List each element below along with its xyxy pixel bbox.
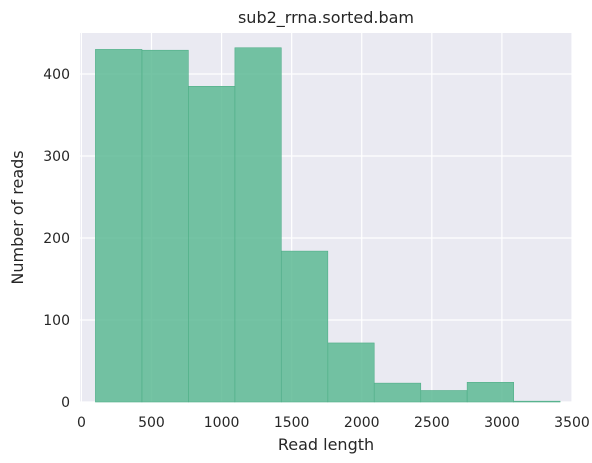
histogram-bar	[373, 382, 422, 403]
histogram-bar	[141, 49, 189, 403]
x-tick-label: 1000	[204, 415, 240, 431]
y-tick-labels: 0 100 200 300 400	[43, 67, 70, 411]
histogram-bar	[95, 49, 143, 403]
y-tick-label: 300	[43, 149, 70, 165]
x-tick-labels: 0 500 1000 1500 2000 2500 3000 3500	[77, 415, 590, 431]
y-tick-label: 200	[43, 231, 70, 247]
x-tick-label: 3500	[554, 415, 590, 431]
histogram-bar	[280, 250, 329, 403]
histogram-bar	[234, 47, 282, 403]
histogram-bar	[513, 400, 561, 403]
x-tick-label: 1500	[274, 415, 310, 431]
x-tick-label: 3000	[484, 415, 520, 431]
x-axis-label: Read length	[278, 435, 374, 454]
y-tick-label: 100	[43, 313, 70, 329]
x-tick-label: 2000	[344, 415, 380, 431]
chart-title: sub2_rrna.sorted.bam	[238, 8, 414, 28]
x-tick-label: 0	[77, 415, 86, 431]
histogram-bar	[420, 390, 468, 403]
x-tick-label: 2500	[414, 415, 450, 431]
x-tick-label: 500	[138, 415, 165, 431]
y-tick-label: 400	[43, 67, 70, 83]
y-axis-label: Number of reads	[8, 150, 27, 284]
histogram-bar	[188, 86, 236, 403]
y-tick-label: 0	[61, 395, 70, 411]
bars	[95, 47, 561, 403]
histogram-bar	[327, 342, 375, 403]
histogram-bar	[466, 382, 514, 403]
